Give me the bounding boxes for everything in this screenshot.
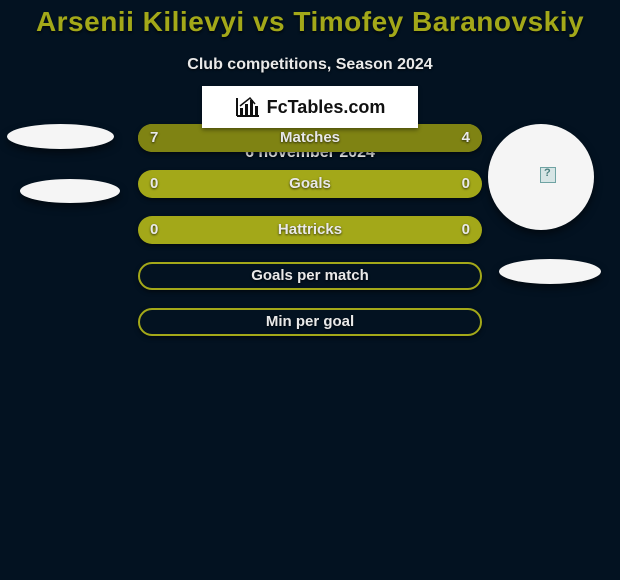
player2-shadow-ellipse — [499, 259, 601, 284]
comparison-bars: 74Matches 00Goals 00Hattricks Goals per mat… — [138, 124, 482, 354]
bars-icon — [235, 96, 261, 118]
stat-row: Goals per match — [138, 262, 482, 290]
stat-row: 00Hattricks — [138, 216, 482, 244]
stat-label: Goals per match — [140, 264, 480, 288]
player2-photo-placeholder — [488, 124, 594, 230]
source-logo-text: FcTables.com — [267, 97, 386, 118]
source-logo: FcTables.com — [202, 86, 418, 128]
page-subtitle: Club competitions, Season 2024 — [0, 56, 620, 74]
stat-row: 00Goals — [138, 170, 482, 198]
player1-photo-placeholder-1 — [7, 124, 114, 149]
infographic: Arsenii Kilievyi vs Timofey Baranovskiy … — [0, 0, 620, 580]
page-title: Arsenii Kilievyi vs Timofey Baranovskiy — [0, 0, 620, 38]
stat-label: Matches — [138, 124, 482, 152]
stat-label: Goals — [138, 170, 482, 198]
player1-photo-placeholder-2 — [20, 179, 120, 203]
stat-label: Hattricks — [138, 216, 482, 244]
stat-label: Min per goal — [140, 310, 480, 334]
stat-row: Min per goal — [138, 308, 482, 336]
missing-image-icon — [540, 167, 556, 183]
stat-row: 74Matches — [138, 124, 482, 152]
